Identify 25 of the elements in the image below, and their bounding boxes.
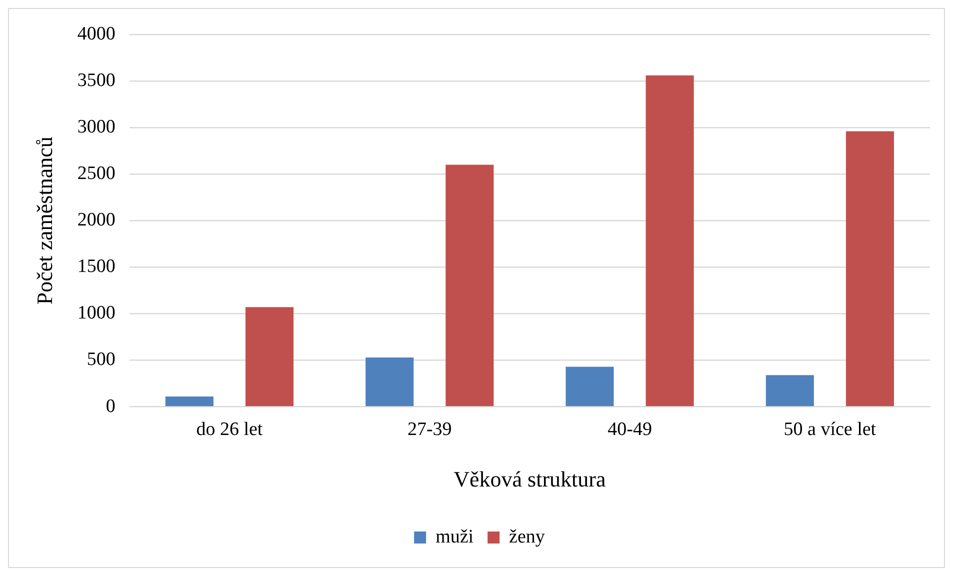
y-tick-label: 3500: [77, 70, 116, 91]
bar: [366, 357, 414, 406]
x-axis-title: Věková struktura: [454, 466, 606, 492]
bar: [766, 375, 814, 406]
y-tick-label: 1500: [77, 256, 116, 278]
y-tick-label: 1000: [77, 302, 116, 324]
y-tick-label: 3000: [77, 116, 116, 138]
bar: [245, 307, 294, 406]
bar: [566, 366, 614, 406]
y-tick-label: 0: [106, 396, 116, 417]
x-tick-label: 50 a více let: [784, 419, 877, 440]
legend-label: muži: [436, 526, 474, 548]
bar: [165, 396, 214, 406]
y-tick-label: 500: [86, 349, 116, 370]
bar: [646, 75, 694, 406]
x-tick-label: 27-39: [407, 419, 452, 440]
bar: [846, 131, 894, 406]
y-axis-title: Počet zaměstnanců: [32, 136, 57, 305]
bar: [446, 164, 494, 406]
y-tick-label: 2500: [77, 163, 116, 184]
y-tick-label: 2000: [77, 210, 116, 231]
x-tick-label: 40-49: [608, 419, 652, 440]
legend-label: ženy: [509, 526, 546, 548]
x-tick-label: do 26 let: [196, 419, 264, 440]
y-tick-label: 4000: [77, 23, 116, 44]
